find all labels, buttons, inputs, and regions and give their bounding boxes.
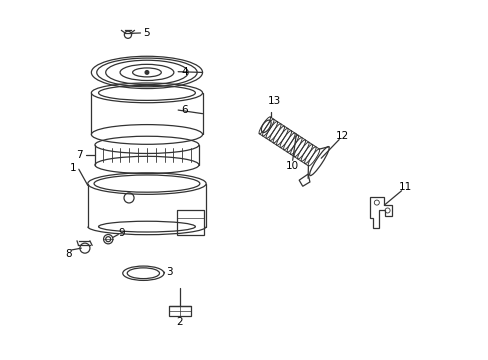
Text: 13: 13: [267, 96, 281, 106]
Bar: [169, 306, 190, 316]
Text: 6: 6: [181, 105, 187, 115]
Text: 5: 5: [142, 28, 149, 38]
Text: 2: 2: [176, 317, 183, 327]
Text: 9: 9: [118, 228, 125, 238]
Text: 12: 12: [335, 131, 348, 141]
Text: 10: 10: [285, 161, 299, 171]
Text: 7: 7: [76, 150, 82, 160]
Circle shape: [145, 71, 148, 74]
Text: 4: 4: [181, 67, 187, 77]
Text: 1: 1: [70, 163, 76, 173]
Text: 3: 3: [166, 267, 173, 277]
Text: 11: 11: [398, 182, 412, 192]
Bar: [176, 211, 203, 235]
Text: 8: 8: [65, 248, 72, 258]
